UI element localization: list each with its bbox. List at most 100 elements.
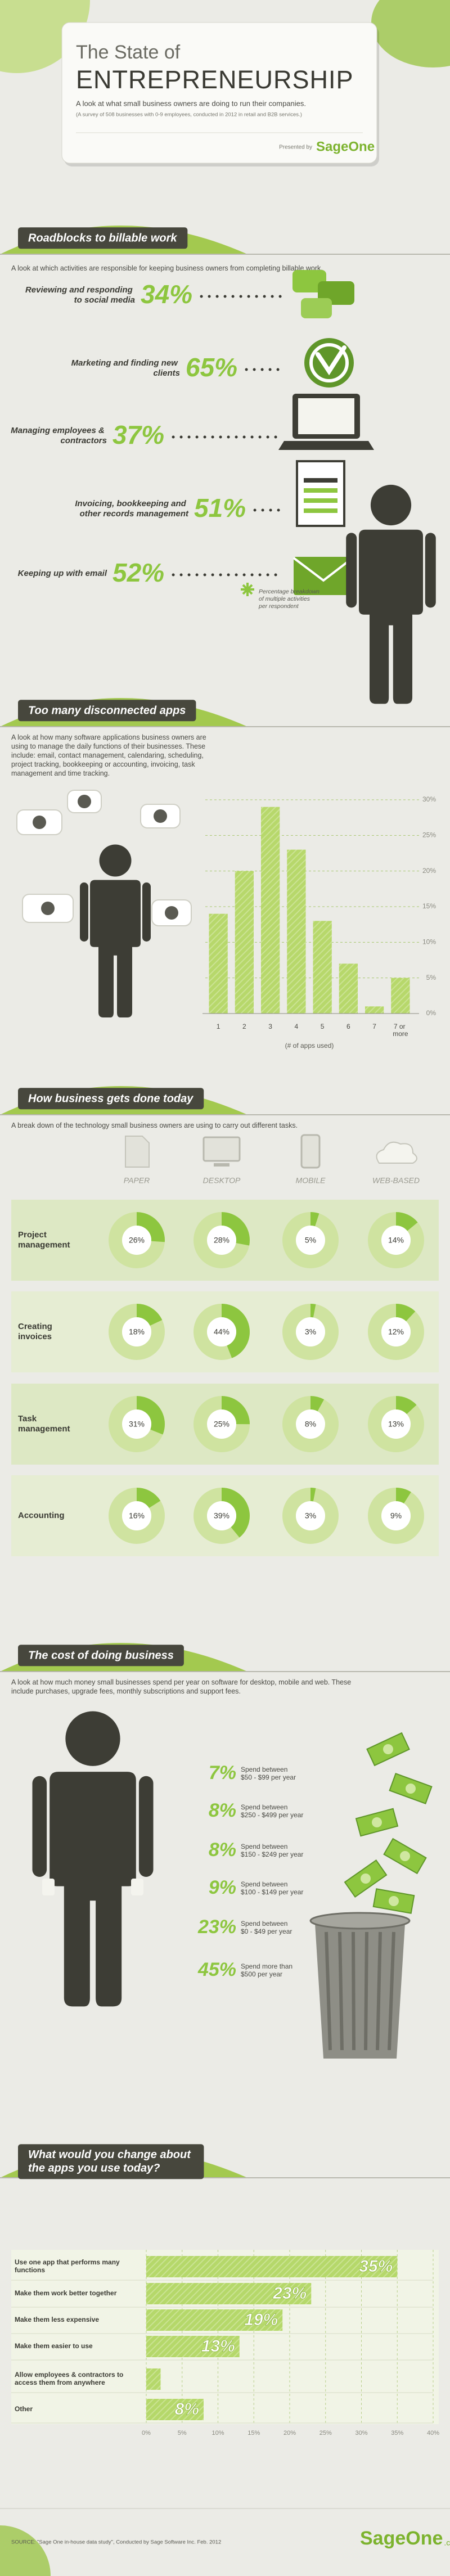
section-description: A break down of the technology small bus…: [11, 1122, 298, 1129]
value-label: 35%: [359, 2257, 393, 2276]
column-header: MOBILE: [296, 1176, 326, 1185]
leader-dot: [203, 573, 206, 577]
bubble-icon: [78, 795, 91, 808]
person-body: [359, 529, 423, 704]
donut-segment: [194, 1212, 250, 1268]
title-line: The State of: [76, 42, 181, 63]
section-title-box: [18, 2144, 204, 2179]
donut-segment: [282, 1304, 339, 1360]
laptop-base: [278, 441, 374, 450]
leader-dot: [258, 573, 262, 577]
section-title: Roadblocks to billable work: [28, 232, 177, 244]
value-label: 8%: [175, 2400, 199, 2419]
person-body: [50, 1772, 136, 2007]
donut-segment: [282, 1212, 339, 1268]
x-tick-label: 35%: [391, 2430, 403, 2437]
trash-can: [315, 1924, 405, 2059]
spend-percent: 7%: [209, 1762, 236, 1784]
row-label: Accounting: [18, 1511, 65, 1520]
trash-rib: [352, 1931, 356, 2051]
donut-center: [296, 1317, 325, 1346]
activity-percent: 52%: [112, 558, 164, 587]
activity-label: Marketing and finding new clients: [71, 358, 180, 378]
value-label: 19%: [244, 2311, 278, 2329]
leader-dot: [219, 435, 222, 439]
activity-label: Keeping up with email: [18, 569, 107, 578]
leader-dot: [253, 508, 256, 512]
person-head: [65, 1711, 120, 1766]
leader-dot: [195, 435, 199, 439]
leader-dot: [261, 508, 264, 512]
footer-brand: SageOne: [360, 2528, 443, 2549]
activity-label: Managing employees & contractors: [11, 426, 107, 445]
x-tick-label: 20%: [284, 2430, 296, 2437]
row-label: Make them less expensive: [15, 2316, 99, 2323]
section-description: A look at how many software applications…: [11, 733, 208, 777]
pocket: [131, 1879, 143, 1895]
leader-dot: [179, 435, 183, 439]
column-header: PAPER: [124, 1176, 150, 1185]
bar: [235, 871, 254, 1014]
x-tick-label: 1: [217, 1023, 220, 1030]
donut-center: [296, 1501, 325, 1530]
bill-seal: [406, 1784, 416, 1794]
leader-dot: [250, 573, 254, 577]
trash-rib: [325, 1931, 332, 2051]
note-asterisk: [241, 583, 254, 596]
spend-percent: 8%: [209, 1800, 236, 1821]
row-label: Use one app that performs many functions: [15, 2258, 122, 2274]
y-tick-label: 25%: [422, 831, 436, 839]
y-tick-label: 10%: [422, 938, 436, 946]
row-label: Project management: [18, 1230, 70, 1250]
value-label: 13%: [201, 2337, 235, 2356]
donut-center: [122, 1501, 151, 1530]
person-head: [370, 484, 412, 526]
section-title: The cost of doing business: [28, 1649, 174, 1661]
spend-percent: 45%: [197, 1959, 236, 1980]
leader-dot: [253, 368, 256, 371]
section-title-box: [18, 700, 196, 722]
donut-label: 44%: [214, 1327, 230, 1336]
leader-dot: [231, 295, 235, 298]
leaf-decoration: [371, 0, 450, 67]
leader-dot: [179, 573, 183, 577]
donut-segment: [282, 1396, 339, 1452]
row-label: Allow employees & contractors to access …: [15, 2371, 125, 2386]
section-title: What would you change about the apps you…: [28, 2149, 194, 2174]
donut-segment: [194, 1304, 250, 1360]
row-label: Make them easier to use: [15, 2342, 93, 2350]
leader-dot: [276, 368, 280, 371]
envelope-flap: [292, 557, 354, 582]
donut-label: 39%: [214, 1511, 230, 1520]
brand-logo: SageOne: [316, 139, 375, 154]
cloud-icon: [376, 1141, 417, 1164]
y-tick-label: 20%: [422, 867, 436, 875]
trash-rib: [376, 1931, 382, 2051]
row-label: Other: [15, 2405, 33, 2413]
donut-center: [296, 1409, 325, 1439]
donut-segment: [368, 1488, 424, 1544]
leader-dot: [277, 508, 280, 512]
bar: [313, 921, 332, 1014]
trash-rib: [388, 1931, 395, 2051]
invoice-line: [304, 498, 338, 503]
trash-lid: [309, 1912, 411, 1930]
value-label: 23%: [272, 2284, 307, 2303]
spend-percent: 8%: [209, 1839, 236, 1861]
leader-dot: [235, 435, 238, 439]
person-figure: [80, 844, 151, 1017]
activity-label: Reviewing and responding to social media: [25, 285, 135, 305]
marketing-icon-ring: [309, 343, 349, 382]
leader-dot: [172, 573, 175, 577]
bar: [146, 2283, 312, 2304]
donut-label: 14%: [388, 1236, 404, 1245]
leader-dot: [242, 435, 246, 439]
donut-segment: [194, 1488, 250, 1544]
leader-dot: [227, 435, 230, 439]
x-tick-label: 6: [346, 1023, 350, 1030]
leader-dot: [223, 295, 227, 298]
leader-dot: [203, 435, 206, 439]
spend-percent: 23%: [197, 1916, 236, 1938]
